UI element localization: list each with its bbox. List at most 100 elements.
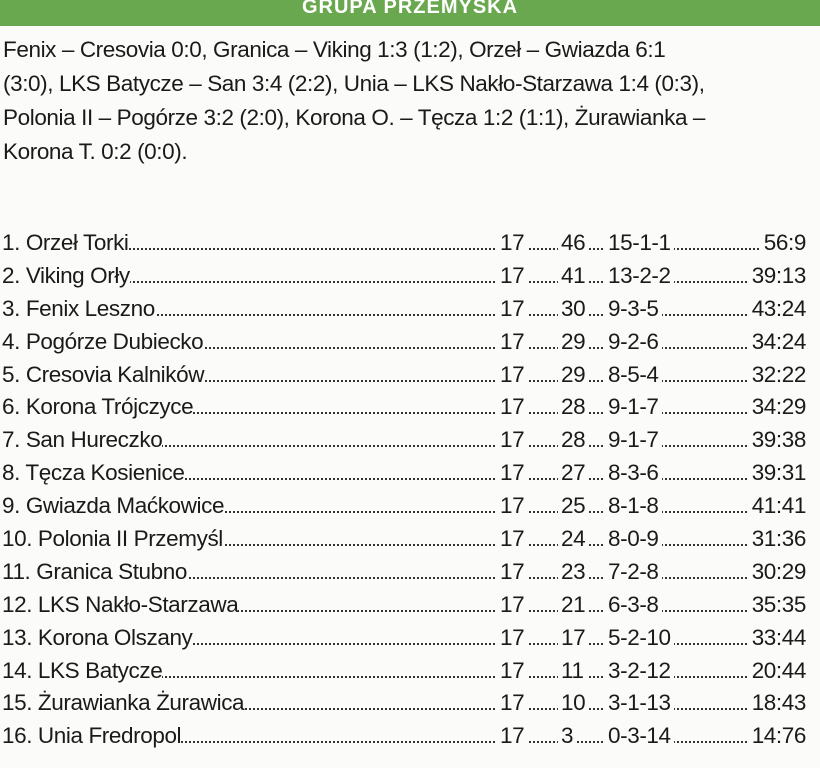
record: 7-2-8 [605, 558, 662, 585]
table-row: 7. San Hureczko 17 28 9-1-7 39:38 [2, 423, 810, 456]
goals: 31:36 [748, 526, 806, 553]
goals: 34:24 [748, 328, 806, 355]
table-row: 11. Granica Stubno 17 23 7-2-8 30:29 [2, 555, 810, 588]
games: 17 [497, 262, 528, 289]
goals: 32:22 [748, 361, 806, 388]
dot-leader [2, 478, 806, 481]
goals: 56:9 [760, 230, 806, 256]
points: 29 [558, 361, 589, 388]
record: 9-2-6 [605, 328, 662, 355]
header-bar: GRUPA PRZEMYSKA [0, 0, 820, 26]
team: 11. Granica Stubno [2, 558, 188, 585]
results: Fenix – Cresovia 0:0, Granica – Viking 1… [3, 33, 705, 169]
result-line: (3:0), LKS Batycze – San 3:4 (2:2), Unia… [3, 71, 705, 96]
team: 14. LKS Batycze [2, 657, 163, 684]
goals: 34:29 [748, 394, 806, 421]
table-row: 15. Żurawianka Żurawica 17 10 3-1-13 18:43 [2, 686, 810, 719]
goals: 39:38 [748, 427, 806, 454]
dot-leader [2, 248, 806, 250]
team: 15. Żurawianka Żurawica [2, 690, 245, 717]
dot-leader [2, 379, 806, 382]
dot-leader [2, 313, 806, 316]
games: 17 [497, 493, 528, 520]
record: 8-3-6 [605, 460, 662, 487]
table-row: 4. Pogórze Dubiecko 17 29 9-2-6 34:24 [2, 325, 810, 358]
games: 17 [497, 657, 528, 684]
team: 4. Pogórze Dubiecko [2, 328, 204, 355]
dot-leader [2, 576, 806, 579]
dot-leader [2, 741, 806, 744]
record: 8-0-9 [605, 526, 662, 553]
record: 9-1-7 [605, 394, 662, 421]
goals: 18:43 [748, 690, 806, 717]
goals: 33:44 [748, 624, 806, 651]
dot-leader [2, 346, 806, 349]
team: 12. LKS Nakło-Starzawa [2, 591, 239, 618]
team: 3. Fenix Leszno [2, 295, 155, 322]
table-row: 10. Polonia II Przemyśl 17 24 8-0-9 31:36 [2, 522, 810, 555]
goals: 41:41 [748, 493, 806, 520]
record: 13-2-2 [605, 262, 674, 289]
table-row: 6. Korona Trójczyce 17 28 9-1-7 34:29 [2, 390, 810, 423]
goals: 39:13 [748, 262, 806, 289]
standings-table: 1. Orzeł Torki 17 46 15-1-1 56:9 2. Viking Or… [2, 226, 810, 752]
dot-leader [2, 280, 806, 283]
table-row: 1. Orzeł Torki 17 46 15-1-1 56:9 [2, 226, 810, 259]
games: 17 [497, 558, 528, 585]
record: 9-3-5 [605, 295, 662, 322]
games: 17 [497, 328, 528, 355]
table-row: 8. Tęcza Kosienice 17 27 8-3-6 39:31 [2, 456, 810, 489]
dot-leader [2, 511, 806, 514]
points: 28 [558, 394, 589, 421]
result-line: Korona T. 0:2 (0:0). [3, 139, 188, 164]
goals: 35:35 [748, 591, 806, 618]
points: 10 [558, 690, 589, 717]
record: 0-3-14 [605, 723, 674, 750]
dot-leader [2, 445, 806, 448]
goals: 43:24 [748, 295, 806, 322]
result-line: Fenix – Cresovia 0:0, Granica – Viking 1… [3, 37, 666, 62]
table-row: 14. LKS Batycze 17 11 3-2-12 20:44 [2, 654, 810, 687]
goals: 30:29 [748, 558, 806, 585]
team: 8. Tęcza Kosienice [2, 460, 185, 487]
points: 3 [558, 723, 577, 750]
record: 6-3-8 [605, 591, 662, 618]
games: 17 [497, 295, 528, 322]
team: 10. Polonia II Przemyśl [2, 526, 223, 553]
points: 28 [558, 427, 589, 454]
team: 16. Unia Fredropol [2, 723, 182, 750]
team: 5. Cresovia Kalników [2, 361, 205, 388]
record: 15-1-1 [605, 230, 674, 256]
dot-leader [2, 544, 806, 547]
games: 17 [497, 723, 528, 750]
team: 2. Viking Orły [2, 262, 130, 289]
games: 17 [497, 591, 528, 618]
record: 9-1-7 [605, 427, 662, 454]
dot-leader [2, 642, 806, 645]
points: 30 [558, 295, 589, 322]
record: 3-2-12 [605, 657, 674, 684]
points: 25 [558, 493, 589, 520]
games: 17 [497, 230, 528, 256]
games: 17 [497, 460, 528, 487]
team: 1. Orzeł Torki [2, 230, 129, 256]
points: 46 [558, 230, 589, 256]
table-row: 3. Fenix Leszno 17 30 9-3-5 43:24 [2, 292, 810, 325]
games: 17 [497, 394, 528, 421]
goals: 20:44 [748, 657, 806, 684]
result-line: Polonia II – Pogórze 3:2 (2:0), Korona O… [3, 105, 706, 130]
table-row: 2. Viking Orły 17 41 13-2-2 39:13 [2, 259, 810, 292]
points: 29 [558, 328, 589, 355]
points: 23 [558, 558, 589, 585]
dot-leader [2, 675, 806, 678]
games: 17 [497, 361, 528, 388]
dot-leader [2, 609, 806, 612]
points: 17 [558, 624, 589, 651]
points: 27 [558, 460, 589, 487]
points: 21 [558, 591, 589, 618]
dot-leader [2, 708, 806, 711]
team: 7. San Hureczko [2, 427, 163, 454]
record: 3-1-13 [605, 690, 674, 717]
header-title: GRUPA PRZEMYSKA [301, 0, 519, 18]
